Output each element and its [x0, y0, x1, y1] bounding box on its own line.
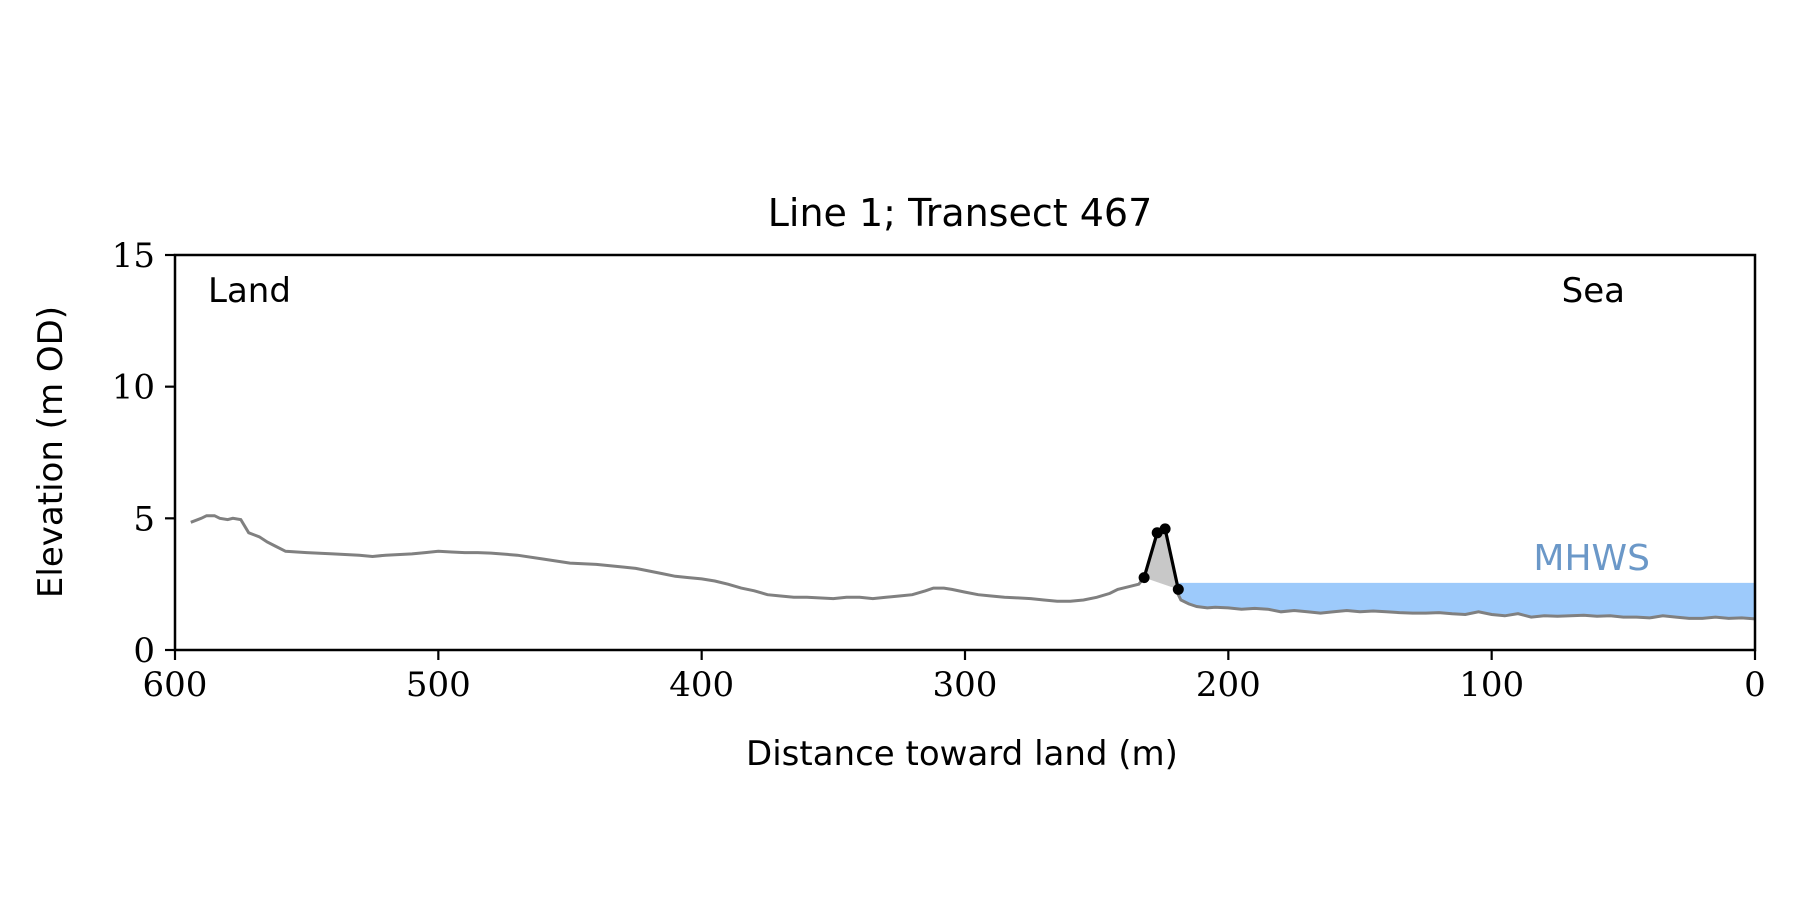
plot-area	[173, 253, 1757, 652]
y-tick-label: 15	[112, 236, 155, 276]
x-tick-label: 0	[1744, 665, 1766, 705]
mhws-water-fill	[1175, 582, 1755, 619]
x-tick-label: 600	[143, 665, 208, 705]
dune-marker	[1138, 572, 1150, 584]
dune-marker	[1159, 523, 1171, 535]
x-tick-label: 200	[1196, 665, 1261, 705]
x-tick-label: 100	[1459, 665, 1524, 705]
chart-title: Line 1; Transect 467	[768, 191, 1153, 235]
dune-marker	[1172, 583, 1184, 595]
profile-line-sea	[1174, 588, 1756, 621]
x-axis-label: Distance toward land (m)	[746, 734, 1178, 774]
y-axis: 0 5 10 15	[112, 236, 175, 671]
sea-annotation: Sea	[1562, 271, 1625, 311]
dune-fill	[1144, 528, 1179, 590]
land-annotation: Land	[208, 271, 291, 311]
x-tick-label: 300	[933, 665, 998, 705]
x-axis: 600 500 400 300 200 100 0	[143, 650, 1766, 705]
y-tick-label: 10	[112, 368, 155, 408]
profile-line-land	[190, 514, 1146, 603]
y-tick-label: 0	[133, 631, 155, 671]
y-axis-label: Elevation (m OD)	[31, 306, 71, 598]
y-tick-label: 5	[133, 499, 155, 539]
x-tick-label: 400	[669, 665, 734, 705]
mhws-annotation: MHWS	[1533, 538, 1650, 579]
x-tick-label: 500	[406, 665, 471, 705]
